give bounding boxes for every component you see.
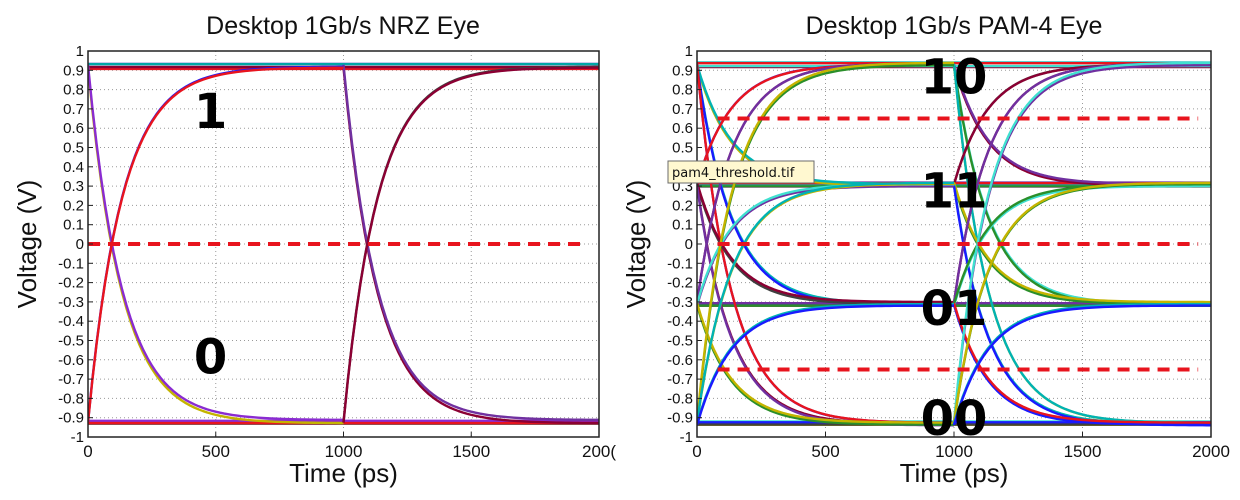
y-tick-label: -0.8 bbox=[58, 390, 84, 407]
y-tick-label: 0.3 bbox=[63, 178, 84, 195]
trace-17 bbox=[342, 66, 599, 423]
x-tick-label: 1500 bbox=[1064, 442, 1102, 461]
file-tooltip: pam4_threshold.tif bbox=[667, 160, 815, 184]
y-tick-label: -0.6 bbox=[667, 352, 693, 369]
y-tick-label: -0.8 bbox=[667, 390, 693, 407]
trace-16 bbox=[88, 66, 344, 423]
y-tick-label: 0.7 bbox=[63, 101, 84, 118]
pam4-x-axis-label: Time (ps) bbox=[900, 458, 1009, 488]
trace-54 bbox=[697, 302, 955, 424]
y-tick-label: -1 bbox=[71, 429, 84, 446]
nrz-eye-chart: Desktop 1Gb/s NRZ Eye 1 0 1 0.9 0.8 0.7 0.6 0.5 0… bbox=[12, 12, 616, 488]
y-tick-label: 0.1 bbox=[672, 217, 693, 234]
y-tick-label: 0.6 bbox=[672, 120, 693, 137]
nrz-chart-title: Desktop 1Gb/s NRZ Eye bbox=[206, 12, 480, 40]
x-tick-label: 1500 bbox=[452, 442, 490, 461]
x-tick-label: 1000 bbox=[935, 442, 973, 461]
y-tick-label: 0.2 bbox=[672, 197, 693, 214]
tooltip-box bbox=[667, 160, 815, 184]
trace-63 bbox=[952, 181, 1211, 423]
y-tick-label: 0 bbox=[685, 236, 693, 253]
y-tick-label: 0.6 bbox=[63, 120, 84, 137]
y-tick-label: -0.1 bbox=[667, 255, 693, 272]
y-tick-label: 0.9 bbox=[672, 62, 693, 79]
y-tick-label: 0.1 bbox=[63, 217, 84, 234]
x-tick-label: 500 bbox=[811, 442, 839, 461]
nrz-y-axis-label: Voltage (V) bbox=[12, 180, 42, 309]
y-tick-label: -0.4 bbox=[667, 313, 693, 330]
pam4-eye-traces bbox=[697, 61, 1211, 427]
y-tick-label: 0.5 bbox=[672, 140, 693, 157]
x-tick-label: 1000 bbox=[325, 442, 363, 461]
y-tick-label: -0.2 bbox=[58, 275, 84, 292]
y-tick-label: -0.7 bbox=[667, 371, 693, 388]
trace-59 bbox=[952, 61, 1211, 422]
y-tick-label: 0.5 bbox=[63, 140, 84, 157]
y-tick-label: -0.7 bbox=[58, 371, 84, 388]
y-tick-label: 0.8 bbox=[63, 82, 84, 99]
x-tick-label: 0 bbox=[83, 442, 92, 461]
pam4-symbol-label-10: 10 bbox=[921, 49, 988, 105]
y-tick-label: -0.1 bbox=[58, 255, 84, 272]
nrz-eye-traces bbox=[88, 62, 599, 425]
y-tick-label: -0.2 bbox=[667, 275, 693, 292]
nrz-x-axis-label: Time (ps) bbox=[289, 458, 398, 488]
x-tick-label: 200( bbox=[582, 442, 616, 461]
y-tick-label: -0.9 bbox=[667, 410, 693, 427]
y-tick-label: -1 bbox=[680, 429, 693, 446]
y-tick-label: 0.7 bbox=[672, 101, 693, 118]
y-tick-label: 0.9 bbox=[63, 62, 84, 79]
y-tick-label: 0 bbox=[76, 236, 84, 253]
trace-52 bbox=[697, 304, 955, 426]
y-tick-label: 0.8 bbox=[672, 82, 693, 99]
trace-66 bbox=[697, 304, 955, 426]
trace-55 bbox=[952, 302, 1211, 424]
tooltip-text: pam4_threshold.tif bbox=[672, 166, 795, 181]
x-tick-label: 2000 bbox=[1192, 442, 1230, 461]
nrz-symbol-label-1: 1 bbox=[194, 84, 227, 140]
pam4-symbol-label-01: 01 bbox=[921, 281, 988, 337]
trace-38 bbox=[697, 182, 955, 304]
y-tick-label: 1 bbox=[76, 43, 84, 60]
pam4-eye-chart: Desktop 1Gb/s PAM-4 Eye1011010010.90.80.… bbox=[621, 12, 1230, 488]
trace-12 bbox=[88, 64, 344, 422]
y-tick-label: 0.2 bbox=[63, 197, 84, 214]
y-tick-label: -0.5 bbox=[58, 333, 84, 350]
y-tick-label: 0.4 bbox=[63, 159, 84, 176]
y-tick-label: 1 bbox=[685, 43, 693, 60]
y-tick-label: -0.3 bbox=[667, 294, 693, 311]
pam4-y-axis-label: Voltage (V) bbox=[621, 180, 651, 309]
y-tick-label: -0.9 bbox=[58, 410, 84, 427]
pam4-chart-title: Desktop 1Gb/s PAM-4 Eye bbox=[806, 12, 1103, 40]
y-tick-label: -0.3 bbox=[58, 294, 84, 311]
y-tick-label: -0.5 bbox=[667, 333, 693, 350]
trace-62 bbox=[697, 181, 955, 423]
trace-67 bbox=[952, 304, 1211, 426]
y-tick-label: -0.6 bbox=[58, 352, 84, 369]
nrz-symbol-label-0: 0 bbox=[194, 329, 227, 385]
x-tick-label: 0 bbox=[692, 442, 701, 461]
pam4-symbol-label-00: 00 bbox=[921, 391, 988, 447]
y-tick-label: -0.4 bbox=[58, 313, 84, 330]
trace-13 bbox=[342, 64, 599, 422]
trace-53 bbox=[952, 304, 1211, 426]
x-tick-label: 500 bbox=[202, 442, 230, 461]
pam4-symbol-label-11: 11 bbox=[921, 163, 988, 219]
trace-39 bbox=[952, 182, 1211, 304]
